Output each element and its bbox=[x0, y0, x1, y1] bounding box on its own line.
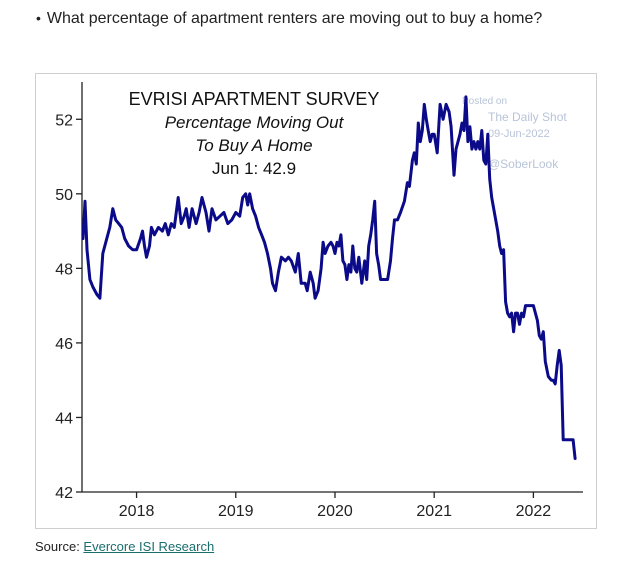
question-text: What percentage of apartment renters are… bbox=[46, 10, 543, 27]
watermark: Posted on The Daily Shot 09-Jun-2022 @So… bbox=[462, 96, 567, 171]
bullet-icon: • bbox=[36, 10, 41, 26]
chart-axes bbox=[81, 82, 583, 493]
x-tick-label: 2021 bbox=[416, 503, 452, 520]
chart-series bbox=[81, 95, 577, 460]
source-prefix: Source: bbox=[35, 539, 84, 554]
x-tick-label: 2020 bbox=[317, 503, 353, 520]
chart-title: EVRISI APARTMENT SURVEY bbox=[129, 89, 380, 109]
y-tick-label: 48 bbox=[55, 261, 73, 278]
y-tick-label: 52 bbox=[55, 112, 73, 129]
watermark-line1: Posted on bbox=[462, 96, 507, 107]
watermark-line4: @SoberLook bbox=[488, 157, 559, 171]
x-tick-label: 2022 bbox=[516, 503, 552, 520]
chart-annotation: Jun 1: 42.9 bbox=[212, 159, 296, 178]
watermark-line2: The Daily Shot bbox=[488, 110, 567, 124]
y-tick-label: 46 bbox=[55, 336, 73, 353]
source-line: Source: Evercore ISI Research bbox=[35, 539, 214, 554]
y-tick-label: 42 bbox=[55, 485, 73, 502]
y-tick-label: 50 bbox=[55, 187, 73, 204]
question-text-row: • What percentage of apartment renters ar… bbox=[36, 10, 542, 28]
watermark-line3: 09-Jun-2022 bbox=[488, 128, 550, 140]
chart-frame: 42 44 46 48 50 52 2018 2019 2020 2021 2022 Posted … bbox=[35, 73, 597, 529]
x-tick-label: 2018 bbox=[119, 503, 155, 520]
source-link[interactable]: Evercore ISI Research bbox=[83, 539, 215, 554]
chart-subtitle-line1: Percentage Moving Out bbox=[165, 113, 345, 132]
chart-ticks: 42 44 46 48 50 52 2018 2019 2020 2021 2022 bbox=[55, 112, 551, 520]
chart-subtitle-line2: To Buy A Home bbox=[195, 136, 312, 155]
series-line-0 bbox=[81, 95, 577, 460]
line-chart: 42 44 46 48 50 52 2018 2019 2020 2021 2022 Posted … bbox=[55, 82, 583, 520]
x-tick-label: 2019 bbox=[218, 503, 254, 520]
y-tick-label: 44 bbox=[55, 410, 73, 427]
chart-titles: EVRISI APARTMENT SURVEY Percentage Movin… bbox=[129, 89, 380, 178]
